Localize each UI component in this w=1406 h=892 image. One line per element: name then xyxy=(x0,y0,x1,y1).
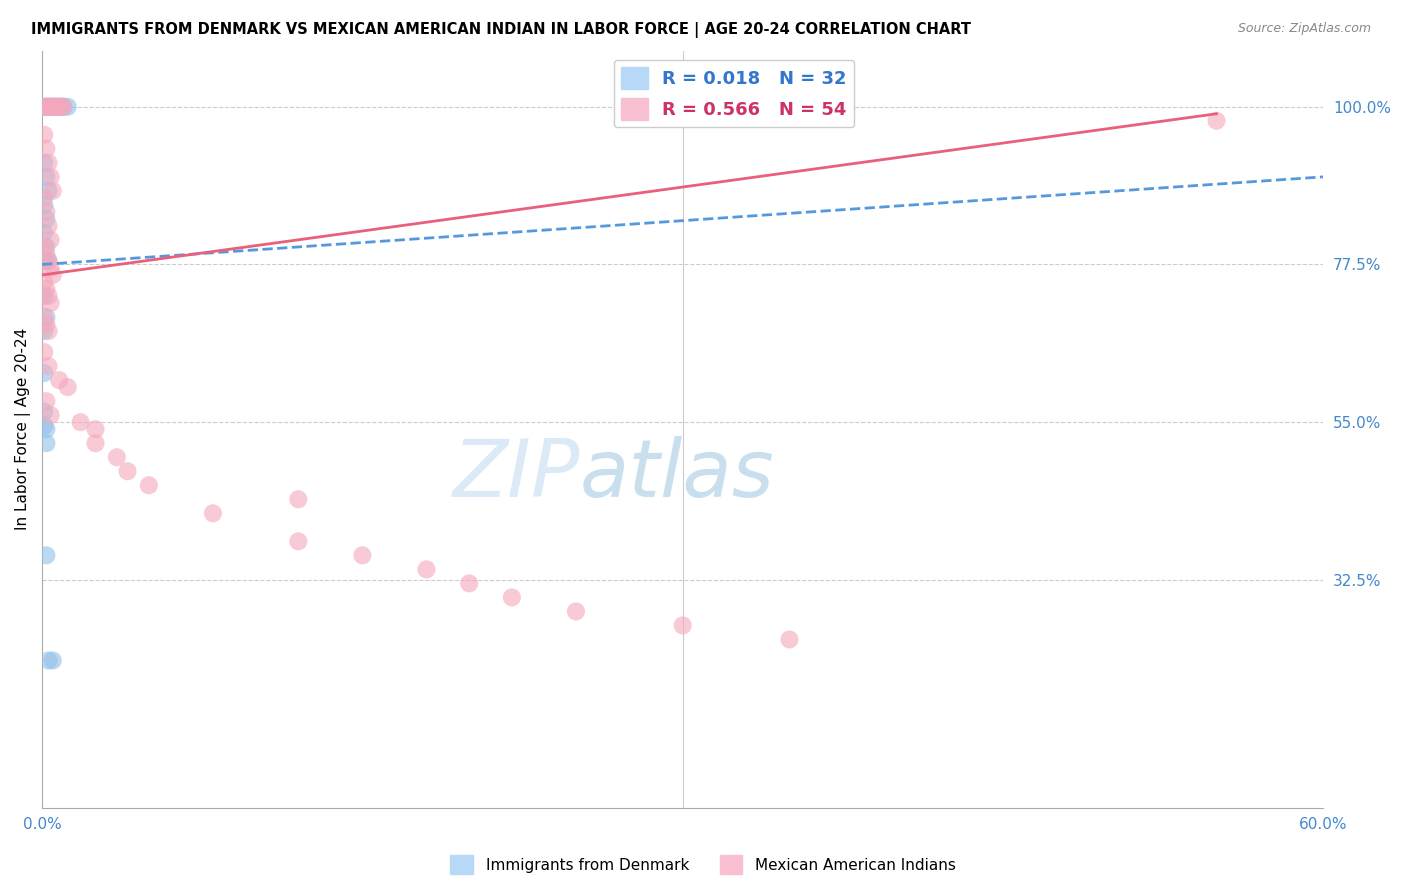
Point xyxy=(51,100,73,114)
Point xyxy=(117,464,139,478)
Point xyxy=(458,576,481,591)
Point xyxy=(35,310,58,324)
Point xyxy=(32,100,55,114)
Point xyxy=(38,289,60,303)
Text: atlas: atlas xyxy=(581,435,775,514)
Point xyxy=(32,254,55,268)
Point xyxy=(32,345,55,359)
Legend: R = 0.018   N = 32, R = 0.566   N = 54: R = 0.018 N = 32, R = 0.566 N = 54 xyxy=(613,60,855,128)
Point xyxy=(48,373,70,387)
Point xyxy=(35,142,58,156)
Point xyxy=(778,632,800,647)
Point xyxy=(32,418,55,433)
Point xyxy=(32,100,55,114)
Point xyxy=(42,100,65,114)
Point xyxy=(35,549,58,563)
Point xyxy=(48,100,70,114)
Point xyxy=(35,205,58,219)
Point xyxy=(32,240,55,254)
Point xyxy=(35,254,58,268)
Point xyxy=(352,549,374,563)
Point xyxy=(565,604,588,618)
Point xyxy=(287,492,309,507)
Point xyxy=(35,317,58,331)
Text: IMMIGRANTS FROM DENMARK VS MEXICAN AMERICAN INDIAN IN LABOR FORCE | AGE 20-24 CO: IMMIGRANTS FROM DENMARK VS MEXICAN AMERI… xyxy=(31,22,972,38)
Point xyxy=(35,436,58,450)
Point xyxy=(35,422,58,436)
Point xyxy=(35,100,58,114)
Point xyxy=(52,100,75,114)
Point xyxy=(32,310,55,324)
Point xyxy=(1205,113,1227,128)
Point xyxy=(44,100,66,114)
Point xyxy=(32,226,55,240)
Point xyxy=(35,240,58,254)
Point xyxy=(32,191,55,205)
Point xyxy=(35,100,58,114)
Point xyxy=(32,366,55,380)
Point xyxy=(32,289,55,303)
Point xyxy=(287,534,309,549)
Point xyxy=(32,156,55,170)
Point xyxy=(42,268,65,282)
Point xyxy=(32,275,55,289)
Point xyxy=(52,100,75,114)
Point xyxy=(39,296,62,310)
Point xyxy=(105,450,128,465)
Point xyxy=(39,100,62,114)
Point xyxy=(39,408,62,422)
Point xyxy=(38,156,60,170)
Point xyxy=(32,324,55,338)
Point xyxy=(39,100,62,114)
Y-axis label: In Labor Force | Age 20-24: In Labor Force | Age 20-24 xyxy=(15,328,31,531)
Point xyxy=(69,415,91,429)
Point xyxy=(35,247,58,261)
Point xyxy=(672,618,695,632)
Point xyxy=(39,260,62,275)
Point xyxy=(39,233,62,247)
Point xyxy=(46,100,69,114)
Point xyxy=(38,254,60,268)
Point xyxy=(35,394,58,409)
Point xyxy=(38,100,60,114)
Point xyxy=(51,100,73,114)
Point xyxy=(48,100,70,114)
Point xyxy=(84,422,107,436)
Point xyxy=(38,219,60,233)
Point xyxy=(501,591,523,605)
Point xyxy=(56,100,79,114)
Text: Source: ZipAtlas.com: Source: ZipAtlas.com xyxy=(1237,22,1371,36)
Point xyxy=(32,198,55,212)
Point xyxy=(38,359,60,373)
Point xyxy=(46,100,69,114)
Point xyxy=(44,100,66,114)
Point xyxy=(35,211,58,226)
Point xyxy=(32,404,55,418)
Point xyxy=(38,324,60,338)
Point xyxy=(32,128,55,142)
Point xyxy=(38,184,60,198)
Point xyxy=(84,436,107,450)
Point xyxy=(201,506,224,520)
Point xyxy=(42,184,65,198)
Point xyxy=(56,380,79,394)
Point xyxy=(35,169,58,184)
Point xyxy=(42,653,65,667)
Point xyxy=(39,169,62,184)
Legend: Immigrants from Denmark, Mexican American Indians: Immigrants from Denmark, Mexican America… xyxy=(444,849,962,880)
Point xyxy=(38,653,60,667)
Point xyxy=(42,100,65,114)
Point xyxy=(138,478,160,492)
Point xyxy=(38,100,60,114)
Text: ZIP: ZIP xyxy=(453,435,581,514)
Point xyxy=(35,282,58,296)
Point xyxy=(38,254,60,268)
Point xyxy=(415,562,437,576)
